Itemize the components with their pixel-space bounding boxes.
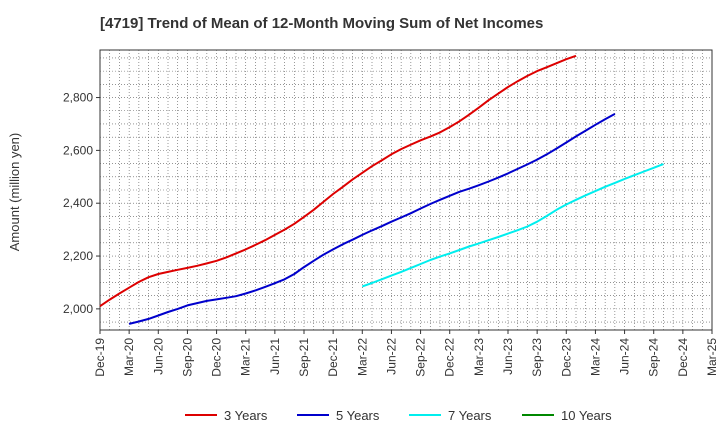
x-tick-label: Mar-23 (472, 338, 486, 376)
legend-label: 7 Years (448, 408, 492, 423)
x-tick-label: Dec-22 (443, 338, 457, 377)
legend-label: 5 Years (336, 408, 380, 423)
x-tick-label: Mar-20 (122, 338, 136, 376)
grid-lines (100, 50, 712, 330)
x-tick-label: Dec-19 (93, 338, 107, 377)
x-tick-label: Dec-20 (210, 338, 224, 377)
x-tick-label: Mar-21 (239, 338, 253, 376)
x-tick-label: Dec-21 (326, 338, 340, 377)
x-tick-label: Sep-24 (647, 338, 661, 377)
x-tick-label: Jun-20 (151, 338, 165, 375)
series-line-5-years (128, 113, 616, 325)
y-axis-label: Amount (million yen) (7, 133, 22, 252)
series-line-3-years (99, 54, 577, 308)
x-tick-label: Mar-25 (705, 338, 719, 376)
x-tick-label: Dec-24 (676, 338, 690, 377)
y-tick-label: 2,000 (63, 302, 93, 316)
x-tick-label: Mar-24 (588, 338, 602, 376)
legend: 3 Years 5 Years 7 Years 10 Years (185, 408, 612, 423)
y-tick-label: 2,400 (63, 196, 93, 210)
x-tick-label: Sep-21 (297, 338, 311, 377)
series-lines (99, 54, 664, 325)
x-tick-label: Sep-23 (530, 338, 544, 377)
y-axis: 2,000 2,200 2,400 2,600 2,800 (63, 91, 100, 316)
y-tick-label: 2,200 (63, 249, 93, 263)
legend-label: 10 Years (561, 408, 612, 423)
y-tick-label: 2,800 (63, 91, 93, 105)
x-tick-label: Jun-24 (618, 338, 632, 375)
x-tick-label: Dec-23 (559, 338, 573, 377)
x-tick-label: Sep-20 (180, 338, 194, 377)
y-tick-label: 2,600 (63, 143, 93, 157)
x-tick-label: Jun-21 (268, 338, 282, 375)
x-tick-label: Jun-22 (384, 338, 398, 375)
x-axis: Dec-19 Mar-20 Jun-20 Sep-20 Dec-20 Mar-21 Jun-… (93, 330, 719, 377)
series-line-7-years (361, 163, 664, 288)
x-tick-label: Mar-22 (355, 338, 369, 376)
chart-title: [4719] Trend of Mean of 12-Month Moving … (100, 15, 544, 32)
x-tick-label: Jun-23 (501, 338, 515, 375)
legend-label: 3 Years (224, 408, 268, 423)
x-tick-label: Sep-22 (414, 338, 428, 377)
